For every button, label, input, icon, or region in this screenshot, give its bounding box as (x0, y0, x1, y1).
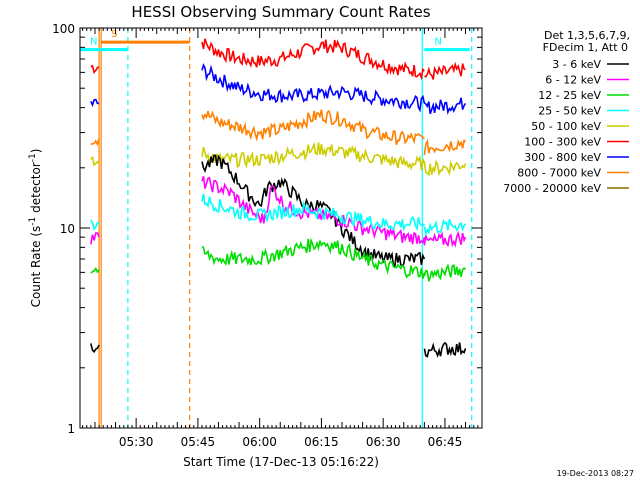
series-line-4-segment-1 (90, 155, 100, 167)
x-tick-label: 06:45 (428, 435, 463, 449)
y-tick-label: 1 (67, 422, 75, 436)
legend-label: 6 - 12 keV (545, 74, 601, 87)
legend-header-line-1: Det 1,3,5,6,7,9, (544, 29, 630, 42)
series-line-3-segment-3 (423, 138, 467, 156)
series-line-8-segment-2 (201, 237, 426, 279)
series-line-5-segment-1 (90, 343, 100, 354)
series-line-7-segment-2 (201, 193, 426, 232)
legend-items: 3 - 6 keV 6 - 12 keV 12 - 25 keV 25 - 50 ke… (503, 58, 629, 195)
legend-label: 100 - 300 keV (524, 136, 601, 149)
series-line-4-segment-2 (201, 141, 426, 171)
legend-label: 50 - 100 keV (531, 120, 601, 133)
legend-label: 300 - 800 keV (524, 151, 601, 164)
legend-label: 25 - 50 keV (538, 105, 601, 118)
series-line-5-segment-3 (423, 341, 467, 359)
x-tick-label: 05:30 (119, 435, 154, 449)
plot-frame (79, 27, 483, 429)
series-line-7-segment-3 (423, 218, 467, 237)
marker-label-n-3: N (434, 37, 441, 48)
series-line-2-segment-2 (201, 62, 426, 113)
chart-title: HESSI Observing Summary Count Rates (131, 3, 430, 21)
legend-label: 3 - 6 keV (552, 58, 601, 71)
legend-label: 7000 - 20000 keV (503, 182, 601, 195)
marker-label-n-2: N (90, 37, 97, 48)
x-axis: 05:30 05:45 06:00 06:15 06:30 06:45 (82, 28, 483, 449)
y-tick-label: 10 (60, 222, 75, 236)
x-tick-label: 05:45 (181, 435, 216, 449)
series-line-8-segment-1 (90, 267, 100, 274)
series-line-3-segment-2 (201, 109, 425, 145)
y-axis: 1 10 100 (52, 22, 482, 436)
series-line-8-segment-3 (423, 263, 467, 282)
y-axis-label: Count Rate (s-1 detector-1) (28, 149, 43, 308)
y-tick-label: 100 (52, 22, 75, 36)
x-tick-label: 06:00 (242, 435, 277, 449)
legend-label: 800 - 7000 keV (517, 167, 601, 180)
series-line-1-segment-3 (424, 61, 466, 80)
series-line-2-segment-3 (423, 97, 467, 116)
x-tick-label: 06:30 (366, 435, 401, 449)
x-tick-label: 06:15 (304, 435, 339, 449)
series-line-7-segment-1 (90, 219, 100, 231)
date-stamp: 19-Dec-2013 08:27 (557, 469, 634, 478)
series-line-6-segment-2 (201, 175, 426, 245)
series-line-6-segment-3 (423, 230, 467, 248)
plot-area: SN N (80, 28, 473, 428)
series-line-1-segment-2 (201, 38, 425, 81)
x-axis-label: Start Time (17-Dec-13 05:16:22) (183, 455, 379, 469)
legend-header-line-2: FDecim 1, Att 0 (543, 41, 628, 54)
legend-label: 12 - 25 keV (538, 89, 601, 102)
series-line-6-segment-1 (90, 232, 100, 245)
series-line-3-segment-1 (90, 138, 100, 147)
marker-label-s-1: S (111, 29, 117, 40)
series-line-2-segment-1 (90, 98, 100, 108)
series-line-1-segment-1 (90, 64, 100, 74)
series-line-4-segment-3 (423, 159, 467, 177)
legend: Det 1,3,5,6,7,9, FDecim 1, Att 0 3 - 6 k… (503, 29, 630, 195)
